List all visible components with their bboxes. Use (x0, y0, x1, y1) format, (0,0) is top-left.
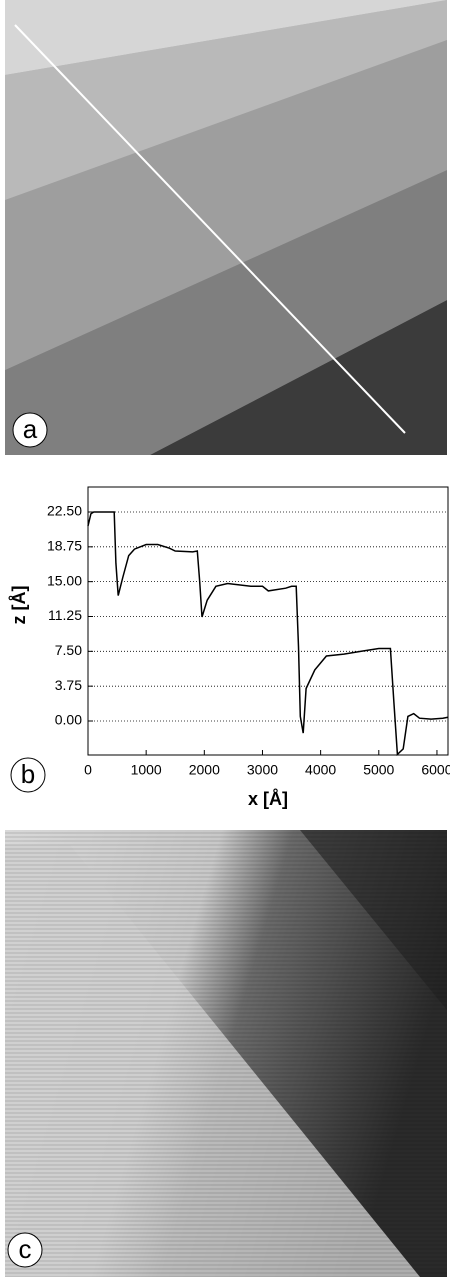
image-c: c (5, 830, 447, 1277)
image-a: a (5, 0, 447, 455)
y-tick-label: 18.75 (47, 538, 82, 554)
x-tick-label: 0 (84, 762, 92, 778)
x-tick-label: 5000 (363, 762, 394, 778)
y-tick-label: 15.00 (47, 572, 82, 588)
x-tick-label: 4000 (305, 762, 336, 778)
profile-line (87, 511, 449, 757)
x-tick-label: 1000 (131, 762, 162, 778)
panel-label: a (23, 414, 38, 444)
x-tick-label: 3000 (247, 762, 278, 778)
x-tick-label: 6000 (421, 762, 450, 778)
y-tick-label: 3.75 (55, 677, 82, 693)
y-tick-label: 0.00 (55, 712, 82, 728)
y-tick-label: 22.50 (47, 503, 82, 519)
plot-frame (87, 486, 449, 756)
panel-label: b (21, 759, 35, 789)
y-axis-label: z [Å] (9, 586, 29, 625)
x-axis-label: x [Å] (248, 789, 288, 809)
y-tick-label: 7.50 (55, 642, 82, 658)
panel-label: c (19, 1234, 32, 1264)
y-tick-label: 11.25 (48, 607, 82, 623)
x-tick-label: 2000 (189, 762, 220, 778)
